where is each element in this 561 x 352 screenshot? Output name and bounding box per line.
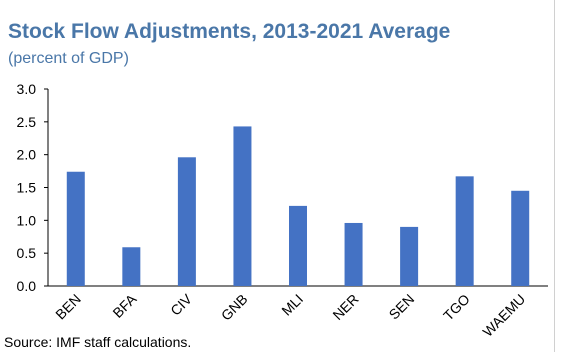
bar-gnb	[233, 126, 252, 287]
chart-subtitle: (percent of GDP)	[8, 50, 129, 67]
x-tick-label-gnb: GNB	[218, 291, 251, 324]
y-tick-label: 1.0	[17, 212, 37, 228]
x-tick-label-tgo: TGO	[440, 291, 473, 324]
x-tick-label-sen: SEN	[386, 291, 418, 323]
bar-sen	[400, 226, 419, 286]
y-tick-label: 0.5	[17, 245, 37, 261]
x-tick-label-ner: NER	[329, 291, 361, 323]
y-tick-label: 2.5	[17, 114, 37, 130]
x-tick-label-bfa: BFA	[109, 290, 139, 320]
x-tick-label-mli: MLI	[278, 291, 306, 319]
x-tick-label-waemu: WAEMU	[479, 291, 528, 340]
x-axis: BEN BFA CIV GNB MLI NER SEN TGO WAEMU	[48, 285, 548, 340]
y-axis: 0.0 0.5 1.0 1.5 2.0 2.5 3.0	[17, 81, 49, 294]
y-tick-label: 1.5	[17, 180, 37, 196]
bar-tgo	[455, 176, 474, 286]
y-tick-label: 2.0	[17, 147, 37, 163]
x-tick-label-ben: BEN	[52, 291, 84, 323]
bar-ner	[344, 222, 363, 286]
x-tick-label-civ: CIV	[167, 290, 195, 318]
y-tick-label: 3.0	[17, 81, 37, 97]
source-note: Source: IMF staff calculations.	[4, 334, 192, 350]
bars	[66, 126, 530, 287]
bar-civ	[177, 157, 196, 286]
bar-bfa	[122, 247, 141, 286]
bar-mli	[289, 205, 307, 286]
y-tick-label: 0.0	[17, 278, 37, 294]
bar-ben	[66, 171, 85, 286]
chart-title: Stock Flow Adjustments, 2013-2021 Averag…	[8, 20, 451, 43]
bar-waemu	[511, 190, 530, 286]
